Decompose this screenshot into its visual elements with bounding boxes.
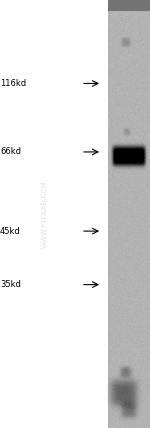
Text: 35kd: 35kd [0,280,21,289]
Text: 66kd: 66kd [0,147,21,157]
Text: WWW.PTGLAB.COM: WWW.PTGLAB.COM [42,180,48,248]
Text: 45kd: 45kd [0,226,21,236]
Text: 116kd: 116kd [0,79,26,88]
